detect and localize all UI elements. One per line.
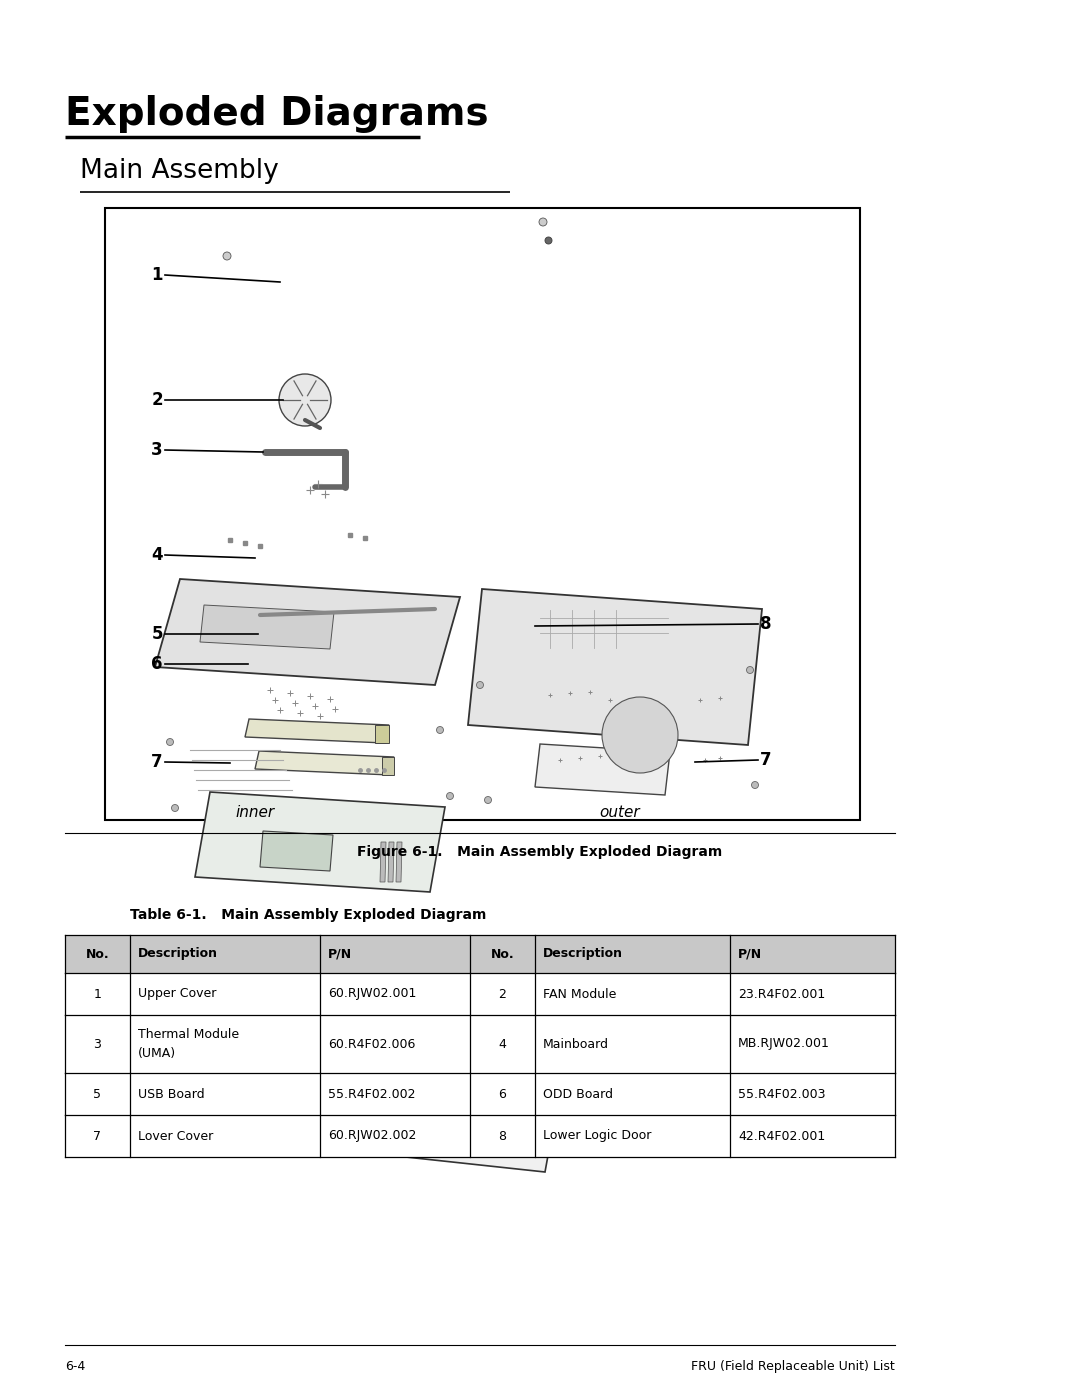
- Circle shape: [476, 682, 484, 689]
- Text: 2: 2: [499, 988, 507, 1000]
- Polygon shape: [388, 842, 394, 882]
- Text: 6-4: 6-4: [65, 1361, 85, 1373]
- Circle shape: [166, 739, 174, 746]
- Circle shape: [602, 697, 678, 773]
- Bar: [65, 1115, 895, 1157]
- Polygon shape: [255, 752, 394, 775]
- Text: 60.R4F02.006: 60.R4F02.006: [328, 1038, 416, 1051]
- Bar: [65, 1016, 895, 1073]
- Text: No.: No.: [85, 947, 109, 961]
- Text: No.: No.: [490, 947, 514, 961]
- Text: 8: 8: [499, 1130, 507, 1143]
- Text: 5: 5: [151, 624, 163, 643]
- Text: 3: 3: [151, 441, 163, 460]
- Text: Lover Cover: Lover Cover: [138, 1130, 213, 1143]
- Text: 1: 1: [151, 265, 163, 284]
- Circle shape: [539, 218, 546, 226]
- Circle shape: [436, 726, 444, 733]
- Bar: [65, 935, 895, 972]
- Text: P/N: P/N: [738, 947, 762, 961]
- Text: USB Board: USB Board: [138, 1087, 204, 1101]
- Text: 4: 4: [499, 1038, 507, 1051]
- Text: Lower Logic Door: Lower Logic Door: [543, 1130, 651, 1143]
- Text: Upper Cover: Upper Cover: [138, 988, 216, 1000]
- Text: 23.R4F02.001: 23.R4F02.001: [738, 988, 825, 1000]
- Text: 1: 1: [94, 988, 102, 1000]
- Text: 4: 4: [151, 546, 163, 564]
- Text: 60.RJW02.002: 60.RJW02.002: [328, 1130, 417, 1143]
- Circle shape: [279, 374, 330, 426]
- Text: Table 6-1.   Main Assembly Exploded Diagram: Table 6-1. Main Assembly Exploded Diagra…: [130, 908, 486, 922]
- Text: 6: 6: [151, 655, 163, 673]
- Text: (UMA): (UMA): [138, 1048, 176, 1060]
- Text: 60.RJW02.001: 60.RJW02.001: [328, 988, 417, 1000]
- Text: Exploded Diagrams: Exploded Diagrams: [65, 95, 488, 133]
- Bar: [105, 208, 860, 820]
- Circle shape: [746, 666, 754, 673]
- Text: outer: outer: [599, 805, 640, 820]
- Circle shape: [752, 781, 758, 788]
- Text: 55.R4F02.002: 55.R4F02.002: [328, 1087, 416, 1101]
- Text: 3: 3: [94, 1038, 102, 1051]
- Text: 55.R4F02.003: 55.R4F02.003: [738, 1087, 825, 1101]
- Text: Figure 6-1.   Main Assembly Exploded Diagram: Figure 6-1. Main Assembly Exploded Diagr…: [357, 845, 723, 859]
- Polygon shape: [320, 1060, 435, 1119]
- Polygon shape: [382, 757, 394, 775]
- Polygon shape: [260, 937, 320, 953]
- Polygon shape: [396, 842, 402, 882]
- Circle shape: [172, 805, 178, 812]
- Polygon shape: [156, 578, 460, 685]
- Circle shape: [222, 251, 231, 260]
- Text: MB.RJW02.001: MB.RJW02.001: [738, 1038, 829, 1051]
- Text: ODD Board: ODD Board: [543, 1087, 613, 1101]
- Polygon shape: [195, 792, 445, 893]
- Polygon shape: [200, 605, 334, 650]
- Circle shape: [446, 792, 454, 799]
- Text: 5: 5: [94, 1087, 102, 1101]
- Text: Thermal Module: Thermal Module: [138, 1028, 239, 1041]
- Text: 7: 7: [151, 753, 163, 771]
- Text: 8: 8: [760, 615, 771, 633]
- Text: Description: Description: [138, 947, 218, 961]
- Text: 42.R4F02.001: 42.R4F02.001: [738, 1130, 825, 1143]
- Text: 6: 6: [499, 1087, 507, 1101]
- Text: 2: 2: [151, 391, 163, 409]
- Bar: [65, 972, 895, 1016]
- Polygon shape: [220, 1030, 565, 1172]
- Text: P/N: P/N: [328, 947, 352, 961]
- Text: Main Assembly: Main Assembly: [80, 158, 279, 184]
- Text: FRU (Field Replaceable Unit) List: FRU (Field Replaceable Unit) List: [691, 1361, 895, 1373]
- Text: 7: 7: [94, 1130, 102, 1143]
- Circle shape: [485, 796, 491, 803]
- Text: Description: Description: [543, 947, 623, 961]
- Text: FAN Module: FAN Module: [543, 988, 617, 1000]
- Text: 7: 7: [760, 752, 771, 768]
- Text: Mainboard: Mainboard: [543, 1038, 609, 1051]
- Polygon shape: [380, 842, 386, 882]
- Polygon shape: [245, 719, 389, 743]
- Polygon shape: [535, 745, 670, 795]
- Bar: [65, 1073, 895, 1115]
- Polygon shape: [468, 590, 762, 745]
- Text: inner: inner: [235, 805, 274, 820]
- Polygon shape: [375, 725, 389, 743]
- Polygon shape: [260, 831, 333, 870]
